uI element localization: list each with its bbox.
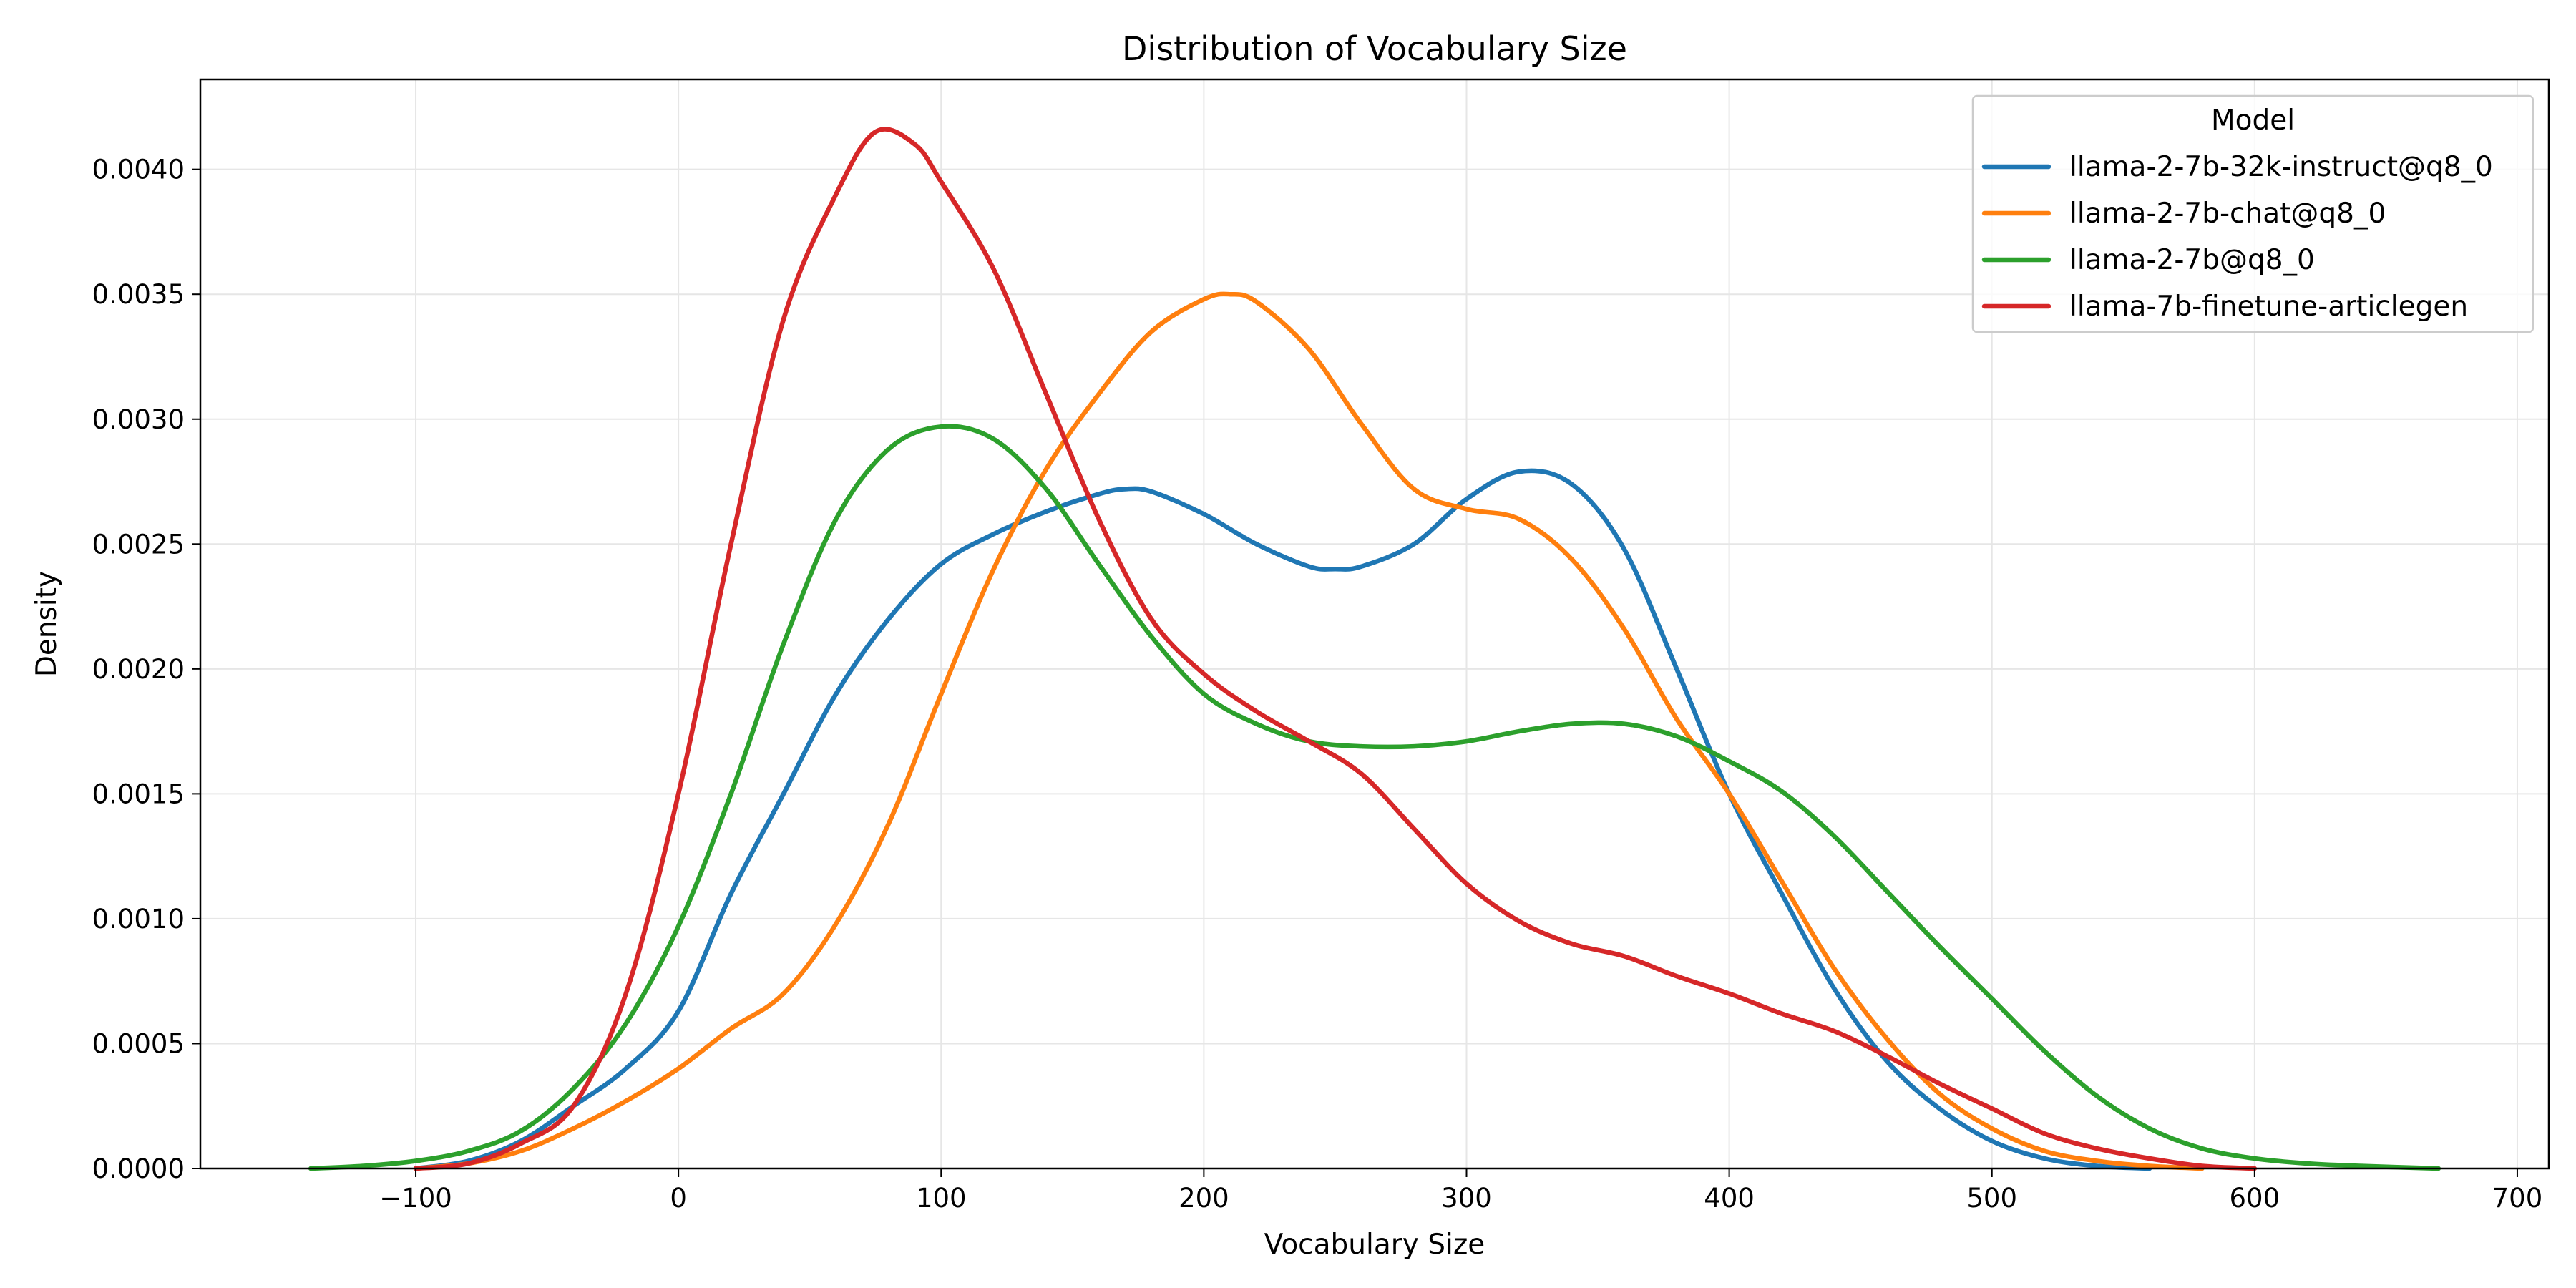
- x-tick-label: 600: [2230, 1183, 2280, 1214]
- series-layer: [308, 127, 2441, 1171]
- x-tick-label: 700: [2492, 1183, 2543, 1214]
- x-tick-label: 0: [670, 1183, 687, 1214]
- chart-title: Distribution of Vocabulary Size: [1122, 29, 1627, 68]
- x-tick-label: 100: [916, 1183, 967, 1214]
- y-tick-label: 0.0030: [92, 404, 185, 435]
- series-line-1: [413, 468, 2152, 1171]
- legend-label-4: llama-7b-finetune-articlegen: [2069, 291, 2468, 323]
- y-tick-label: 0.0040: [92, 155, 185, 185]
- legend-box: [1971, 94, 2534, 333]
- tick-layer: −100 0 100 200 300 400 500 600 700 0.0000 0.0005 0.…: [92, 155, 2543, 1214]
- y-tick-label: 0.0005: [92, 1028, 185, 1059]
- x-tick-label: 500: [1966, 1183, 2017, 1214]
- legend-label-3: llama-2-7b@q8_0: [2069, 244, 2315, 276]
- y-tick-label: 0.0020: [92, 654, 185, 685]
- legend-items: llama-2-7b-32k-instruct@q8_0 llama-2-7b-c…: [1981, 151, 2493, 323]
- legend-label-2: llama-2-7b-chat@q8_0: [2069, 197, 2386, 230]
- series-line-2: [413, 291, 2205, 1171]
- y-tick-label: 0.0025: [92, 529, 185, 560]
- legend-label-1: llama-2-7b-32k-instruct@q8_0: [2069, 151, 2493, 183]
- plot-frame: [199, 78, 2550, 1170]
- x-tick-label: 300: [1441, 1183, 1492, 1214]
- x-tick-label: 400: [1704, 1183, 1755, 1214]
- legend: Model llama-2-7b-32k-instruct@q8_0llama-…: [1971, 94, 2534, 333]
- y-tick-label: 0.0010: [92, 904, 185, 935]
- legend-title: Model: [2211, 104, 2295, 137]
- y-tick-label: 0.0000: [92, 1153, 185, 1184]
- x-tick-label: 200: [1179, 1183, 1229, 1214]
- x-axis-label: Vocabulary Size: [1264, 1229, 1485, 1261]
- x-tick-label: −100: [379, 1183, 452, 1214]
- series-line-4: [413, 127, 2258, 1171]
- y-axis-label: Density: [31, 571, 63, 677]
- y-tick-label: 0.0035: [92, 279, 185, 310]
- y-tick-label: 0.0015: [92, 779, 185, 809]
